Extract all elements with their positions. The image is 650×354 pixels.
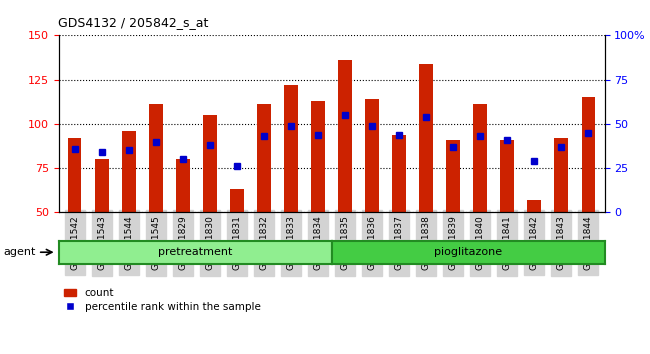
Bar bbox=[447, 140, 460, 212]
Bar bbox=[311, 101, 325, 212]
Bar bbox=[527, 200, 541, 212]
Bar bbox=[473, 104, 487, 212]
Bar bbox=[365, 99, 379, 212]
Bar bbox=[122, 131, 136, 212]
Text: GDS4132 / 205842_s_at: GDS4132 / 205842_s_at bbox=[58, 16, 209, 29]
Bar bbox=[149, 104, 162, 212]
Bar bbox=[284, 85, 298, 212]
Bar bbox=[68, 138, 81, 212]
Text: pretreatment: pretreatment bbox=[158, 247, 232, 257]
Legend: count, percentile rank within the sample: count, percentile rank within the sample bbox=[64, 289, 261, 312]
Bar bbox=[257, 104, 270, 212]
Bar bbox=[176, 159, 190, 212]
Bar bbox=[554, 138, 568, 212]
Text: pioglitazone: pioglitazone bbox=[434, 247, 502, 257]
Bar bbox=[230, 189, 244, 212]
Text: agent: agent bbox=[3, 247, 36, 257]
Bar bbox=[338, 60, 352, 212]
Bar bbox=[203, 115, 216, 212]
Bar bbox=[95, 159, 109, 212]
Bar bbox=[419, 64, 433, 212]
Bar bbox=[582, 97, 595, 212]
Bar bbox=[393, 135, 406, 212]
Bar bbox=[500, 140, 514, 212]
